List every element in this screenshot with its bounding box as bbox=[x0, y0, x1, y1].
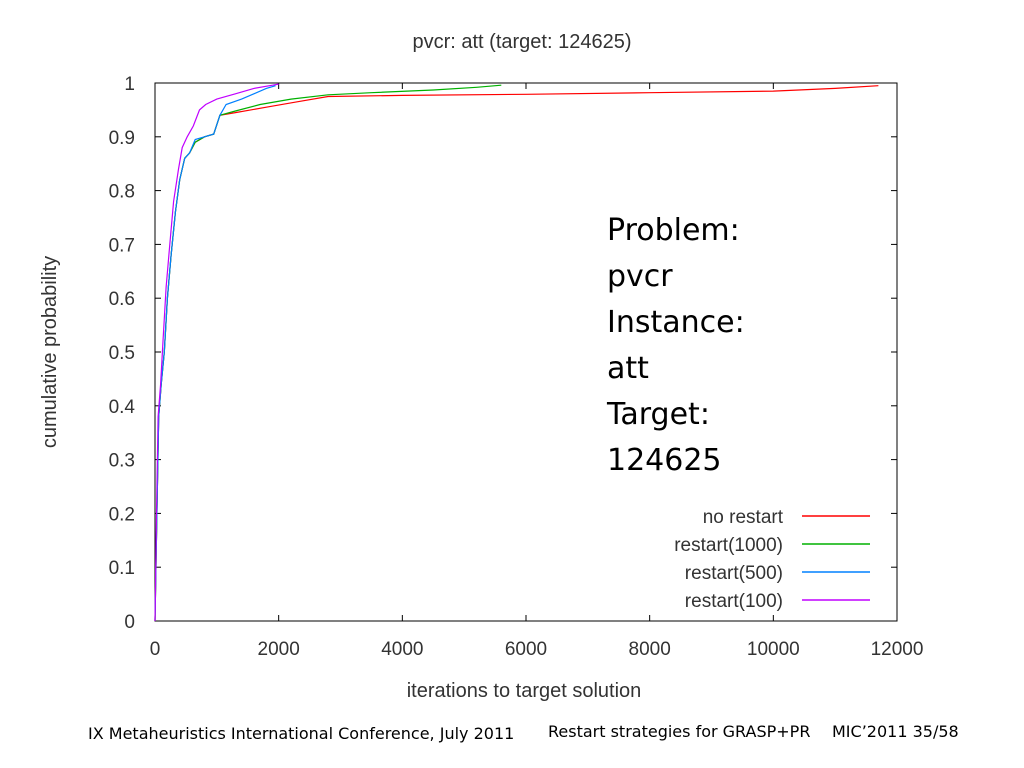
y-tick-label: 1 bbox=[124, 74, 135, 95]
y-tick-label: 0.6 bbox=[109, 289, 135, 310]
series-line-1 bbox=[154, 84, 502, 622]
series-line-3 bbox=[154, 83, 279, 622]
x-tick-label: 8000 bbox=[629, 639, 671, 660]
legend-label: no restart bbox=[703, 507, 784, 528]
x-tick-label: 6000 bbox=[505, 639, 547, 660]
y-tick-label: 0.5 bbox=[109, 343, 135, 364]
x-tick-label: 12000 bbox=[871, 639, 924, 660]
footer-conference: IX Metaheuristics International Conferen… bbox=[88, 724, 515, 743]
x-tick-label: 0 bbox=[150, 639, 161, 660]
legend: no restart restart(1000) restart(500) resta… bbox=[674, 507, 870, 612]
series-line-2 bbox=[154, 85, 276, 622]
plot-frame bbox=[154, 82, 898, 622]
legend-label: restart(100) bbox=[685, 591, 783, 612]
y-tick-label: 0.3 bbox=[109, 451, 135, 472]
footer-slide-number: MIC’2011 35/58 bbox=[832, 722, 959, 741]
annotation-line: Instance: bbox=[607, 305, 745, 340]
annotation-line: Target: bbox=[607, 397, 710, 432]
y-tick-label: 0.9 bbox=[109, 128, 135, 149]
y-tick-label: 0.1 bbox=[109, 558, 135, 579]
problem-annotation: Problem: pvcr Instance: att Target: 1246… bbox=[607, 208, 745, 484]
annotation-line: Problem: bbox=[607, 213, 740, 248]
y-tick-label: 0.8 bbox=[109, 182, 135, 203]
footer-topic: Restart strategies for GRASP+PR bbox=[548, 722, 811, 741]
chart-title: pvcr: att (target: 124625) bbox=[412, 31, 631, 53]
y-tick-label: 0.4 bbox=[109, 397, 136, 418]
annotation-line: att bbox=[607, 351, 649, 386]
x-tick-label: 10000 bbox=[747, 639, 800, 660]
y-tick-label: 0 bbox=[124, 612, 135, 633]
legend-label: restart(1000) bbox=[674, 535, 783, 556]
axis-ticks: 0 2000 4000 6000 8000 10000 12000 0 0.1 0.2 0.3 0.4… bbox=[109, 74, 924, 660]
annotation-line: 124625 bbox=[607, 443, 722, 478]
y-axis-label: cumulative probability bbox=[39, 256, 61, 448]
x-tick-label: 4000 bbox=[381, 639, 423, 660]
annotation-line: pvcr bbox=[607, 259, 673, 294]
y-tick-label: 0.2 bbox=[109, 504, 135, 525]
y-tick-label: 0.7 bbox=[109, 235, 135, 256]
legend-label: restart(500) bbox=[685, 563, 783, 584]
series-lines bbox=[154, 83, 879, 622]
x-tick-label: 2000 bbox=[258, 639, 300, 660]
x-axis-label: iterations to target solution bbox=[407, 680, 642, 702]
